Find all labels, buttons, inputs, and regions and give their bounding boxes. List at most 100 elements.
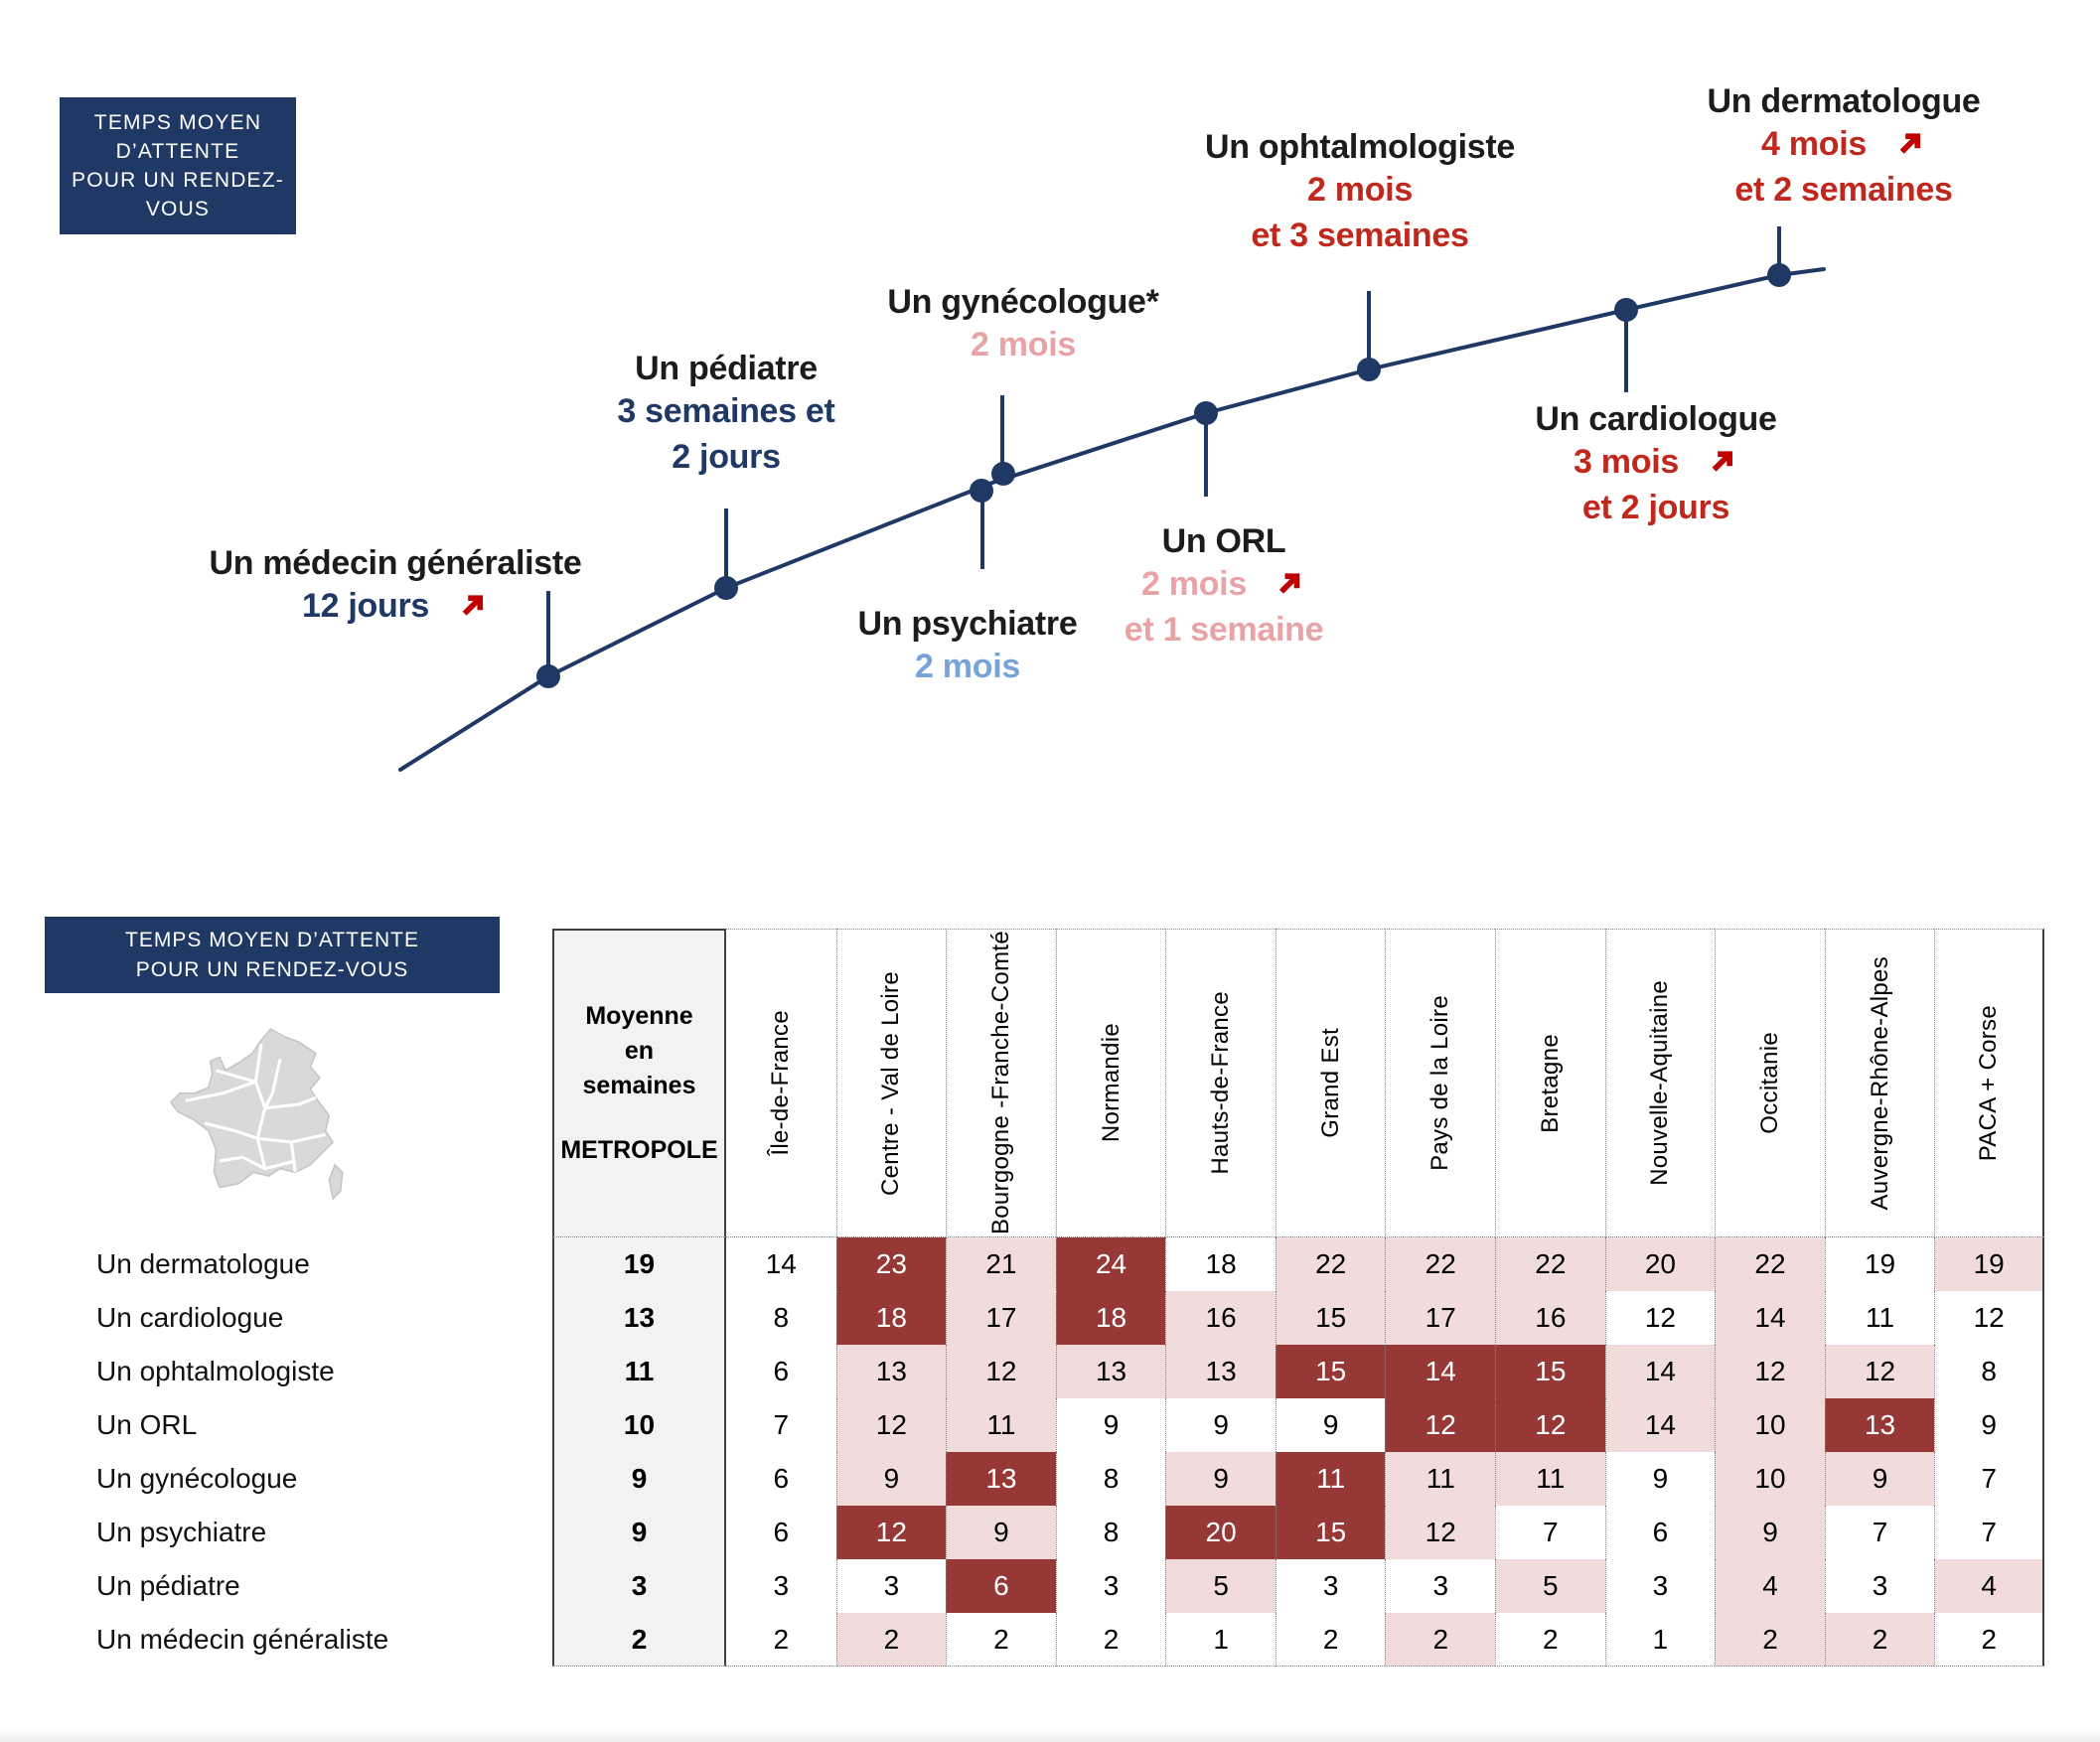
metropole-value: 9: [552, 1506, 726, 1559]
table-cell: 3: [1055, 1559, 1166, 1613]
wait-value-line: et 1 semaine: [1125, 607, 1324, 653]
table-title-line: POUR UN RENDEZ-VOUS: [135, 957, 409, 981]
dot-cardiologue: [1614, 298, 1638, 322]
region-header-label: Nouvelle-Aquitaine: [1646, 980, 1674, 1186]
dot-psychiatre: [970, 479, 993, 503]
table-cell: 9: [1275, 1398, 1386, 1452]
row-label: Un dermatologue: [96, 1248, 310, 1279]
region-header: PACA + Corse: [1934, 929, 2044, 1237]
table-cell: 6: [946, 1559, 1056, 1613]
wait-value-line: 2 mois: [1125, 561, 1324, 607]
table-cell: 13: [1165, 1345, 1275, 1398]
table-cell: 23: [835, 1237, 947, 1291]
specialist-name: Un psychiatre: [857, 605, 1078, 643]
table-cell: 7: [1495, 1506, 1605, 1559]
metropole-header-line: semaines: [582, 1072, 696, 1099]
row-label: Un gynécologue: [96, 1463, 298, 1494]
table-cell: 15: [1275, 1291, 1386, 1345]
table-cell: 12: [1495, 1398, 1605, 1452]
region-header-label: Île-de-France: [767, 1010, 795, 1156]
specialist-name: Un cardiologue: [1535, 400, 1777, 438]
wait-value-text: 3 semaines et: [617, 392, 835, 430]
table-cell: 12: [946, 1345, 1056, 1398]
table-cell: 3: [1824, 1559, 1935, 1613]
table-cell: 6: [726, 1345, 836, 1398]
bottom-shadow: [0, 1728, 2100, 1742]
wait-value-line: 12 jours: [209, 583, 581, 629]
wait-value-line: et 2 jours: [1535, 485, 1776, 530]
table-cell: 16: [1495, 1291, 1605, 1345]
table-cell: 12: [835, 1506, 947, 1559]
specialist-name: Un gynécologue*: [887, 283, 1159, 321]
point-label-5: Un ORL 2 mois et 1 semaine: [1125, 521, 1324, 653]
region-header-label: Hauts-de-France: [1207, 991, 1235, 1175]
wait-value-line: 2 mois: [1205, 167, 1515, 213]
row-label: Un ORL: [96, 1409, 198, 1440]
table-cell: 13: [835, 1345, 947, 1398]
wait-value-line: et 3 semaines: [1205, 213, 1515, 258]
wait-value-line: 4 mois: [1707, 121, 1980, 167]
table-cell: 9: [1934, 1398, 2044, 1452]
table-cell: 18: [1165, 1237, 1275, 1291]
table-cell: 7: [1934, 1452, 2044, 1506]
dot-orl: [1194, 401, 1218, 425]
table-cell: 12: [1604, 1291, 1716, 1345]
table-cell: 18: [835, 1291, 947, 1345]
table-cell: 9: [1715, 1506, 1825, 1559]
wait-value-text: et 2 semaines: [1734, 171, 1953, 209]
table-cell: 8: [1934, 1345, 2044, 1398]
table-cell: 12: [1385, 1506, 1496, 1559]
table-cell: 2: [1824, 1613, 1935, 1667]
wait-value-text: 2 mois: [915, 648, 1020, 685]
table-cell: 2: [726, 1613, 836, 1667]
row-label: Un psychiatre: [96, 1517, 267, 1547]
table-cell: 5: [1495, 1559, 1605, 1613]
curve-canvas: [398, 226, 1826, 772]
metropole-header-line: en: [624, 1037, 655, 1065]
specialist-name: Un dermatologue: [1707, 82, 1981, 120]
table-cell: 3: [1604, 1559, 1716, 1613]
wait-value-text: 2 mois: [971, 326, 1076, 363]
wait-value-line: 3 semaines et: [617, 388, 834, 434]
chart-title-line: D’ATTENTE: [115, 140, 240, 163]
table-cell: 20: [1604, 1237, 1716, 1291]
table-cell: 3: [726, 1559, 836, 1613]
table-cell: 9: [835, 1452, 947, 1506]
table-cell: 14: [1715, 1291, 1825, 1345]
table-cell: 18: [1055, 1291, 1166, 1345]
table-cell: 22: [1385, 1237, 1496, 1291]
metropole-value: 2: [552, 1613, 726, 1667]
wait-value-text: 2 mois: [1307, 171, 1413, 209]
region-header-label: Pays de la Loire: [1426, 995, 1454, 1171]
table-cell: 12: [835, 1398, 947, 1452]
chart-title-box: TEMPS MOYEN D’ATTENTE POUR UN RENDEZ- VO…: [60, 97, 296, 234]
table-cell: 2: [946, 1613, 1056, 1667]
table-cell: 2: [1715, 1613, 1825, 1667]
region-header: Grand Est: [1275, 929, 1386, 1237]
table-cell: 15: [1275, 1506, 1386, 1559]
france-map-svg: [169, 1028, 344, 1201]
wait-value-line: 2 mois: [858, 644, 1078, 689]
wait-value-text: et 1 semaine: [1124, 611, 1324, 649]
table-cell: 14: [1604, 1345, 1716, 1398]
table-cell: 9: [1165, 1398, 1275, 1452]
table-cell: 11: [1385, 1452, 1496, 1506]
table-cell: 11: [946, 1398, 1056, 1452]
region-header: Hauts-de-France: [1165, 929, 1275, 1237]
table-cell: 9: [946, 1506, 1056, 1559]
region-header-label: Bretagne: [1536, 1033, 1564, 1133]
chart-title-line: TEMPS MOYEN: [93, 111, 262, 134]
table-cell: 19: [1934, 1237, 2044, 1291]
metropole-value: 19: [552, 1237, 726, 1291]
region-header-label: Occitanie: [1755, 1032, 1783, 1134]
metropole-header-line: Moyenne: [585, 1002, 693, 1030]
wait-value-line: 2 mois: [887, 322, 1158, 367]
table-cell: 3: [1385, 1559, 1496, 1613]
table-cell: 2: [1055, 1613, 1166, 1667]
table-cell: 17: [1385, 1291, 1496, 1345]
region-header-label: Centre - Val de Loire: [877, 970, 905, 1196]
wait-value-line: et 2 semaines: [1707, 167, 1980, 213]
table-cell: 2: [835, 1613, 947, 1667]
table-cell: 6: [1604, 1506, 1716, 1559]
